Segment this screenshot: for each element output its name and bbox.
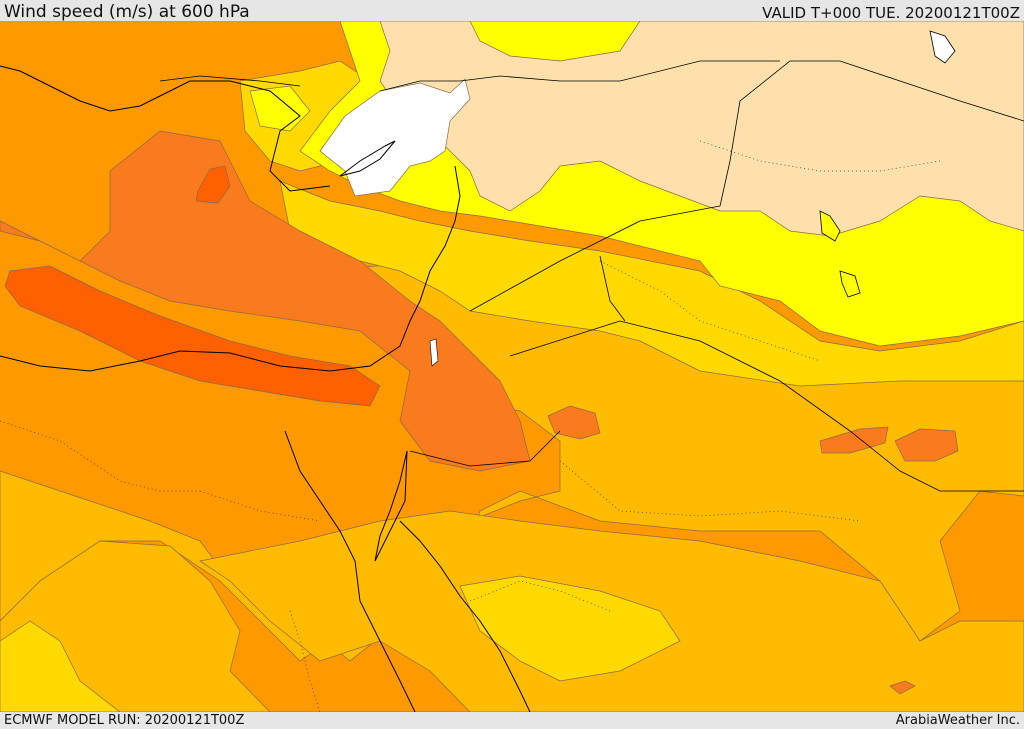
zone-gold-sw [0, 620, 121, 712]
dead-sea [429, 338, 439, 367]
zone-dark-orange-east2 [894, 428, 959, 462]
lake [929, 30, 956, 64]
coastlines [0, 65, 531, 712]
credit: ArabiaWeather Inc. [895, 713, 1020, 728]
zone-red-orange [4, 265, 381, 407]
zone-dark-orange [0, 130, 531, 472]
island [819, 210, 841, 242]
zone-yellow-patch [469, 21, 641, 62]
map-title: Wind speed (m/s) at 600 hPa [4, 2, 250, 22]
zone-gold [279, 180, 1024, 387]
zone-gold-se [459, 575, 681, 682]
valid-time: VALID T+000 TUE. 20200121T00Z [762, 4, 1020, 22]
model-run: ECMWF MODEL RUN: 20200121T00Z [4, 713, 245, 728]
zone-dark-orange-east1 [819, 426, 889, 454]
island-2 [839, 270, 861, 298]
province-borders [0, 140, 941, 712]
footer-bar: ECMWF MODEL RUN: 20200121T00Z ArabiaWeat… [0, 712, 1024, 729]
borders [159, 60, 1024, 492]
zone-dark-orange-mid [547, 405, 601, 440]
zone-white [319, 78, 471, 197]
zone-dark-orange-small [889, 680, 916, 695]
zone-red-orange-n [195, 165, 231, 204]
header-bar: Wind speed (m/s) at 600 hPa VALID T+000 … [0, 0, 1024, 21]
wind-speed-map [0, 21, 1024, 712]
